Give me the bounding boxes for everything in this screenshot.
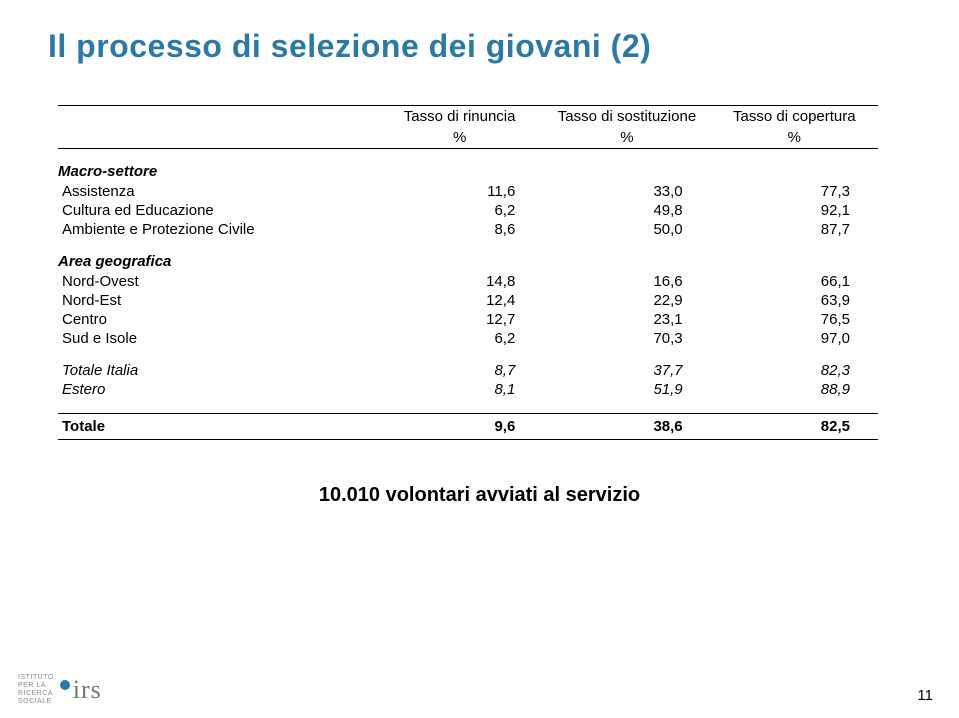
- irs-logo: ISTITUTO PER LA RICERCA SOCIALE i r s: [18, 674, 101, 706]
- logo-text: ISTITUTO PER LA RICERCA SOCIALE: [18, 674, 54, 706]
- data-table-wrapper: Tasso di rinuncia Tasso di sostituzione …: [58, 105, 878, 440]
- col-unit: %: [543, 127, 710, 149]
- col-unit: %: [376, 127, 543, 149]
- table-row: Assistenza 11,6 33,0 77,3: [58, 182, 878, 201]
- logo-dot-icon: [60, 680, 70, 690]
- col-header-sostituzione: Tasso di sostituzione: [543, 106, 710, 128]
- data-table: Tasso di rinuncia Tasso di sostituzione …: [58, 105, 878, 440]
- table-row: Ambiente e Protezione Civile 8,6 50,0 87…: [58, 220, 878, 239]
- col-header-copertura: Tasso di copertura: [711, 106, 878, 128]
- slide-title: Il processo di selezione dei giovani (2): [48, 28, 911, 65]
- slide-caption: 10.010 volontari avviati al servizio: [48, 484, 911, 507]
- page-number: 11: [917, 687, 933, 704]
- table-total-row: Totale 9,6 38,6 82,5: [58, 413, 878, 439]
- table-header: Tasso di rinuncia Tasso di sostituzione …: [58, 106, 878, 149]
- group-label: Macro-settore: [58, 149, 878, 183]
- col-unit: %: [711, 127, 878, 149]
- col-header-rinuncia: Tasso di rinuncia: [376, 106, 543, 128]
- table-row: Cultura ed Educazione 6,2 49,8 92,1: [58, 201, 878, 220]
- logo-mark: i r s: [60, 675, 101, 705]
- table-body: Macro-settore Assistenza 11,6 33,0 77,3 …: [58, 149, 878, 440]
- table-row: Totale Italia 8,7 37,7 82,3: [58, 348, 878, 380]
- slide-content: Il processo di selezione dei giovani (2)…: [0, 0, 959, 507]
- group-label: Area geografica: [58, 239, 878, 272]
- table-row: Nord-Ovest 14,8 16,6 66,1: [58, 272, 878, 291]
- table-row: Nord-Est 12,4 22,9 63,9: [58, 291, 878, 310]
- table-row: Centro 12,7 23,1 76,5: [58, 310, 878, 329]
- table-row: Sud e Isole 6,2 70,3 97,0: [58, 329, 878, 348]
- table-row: Estero 8,1 51,9 88,9: [58, 380, 878, 399]
